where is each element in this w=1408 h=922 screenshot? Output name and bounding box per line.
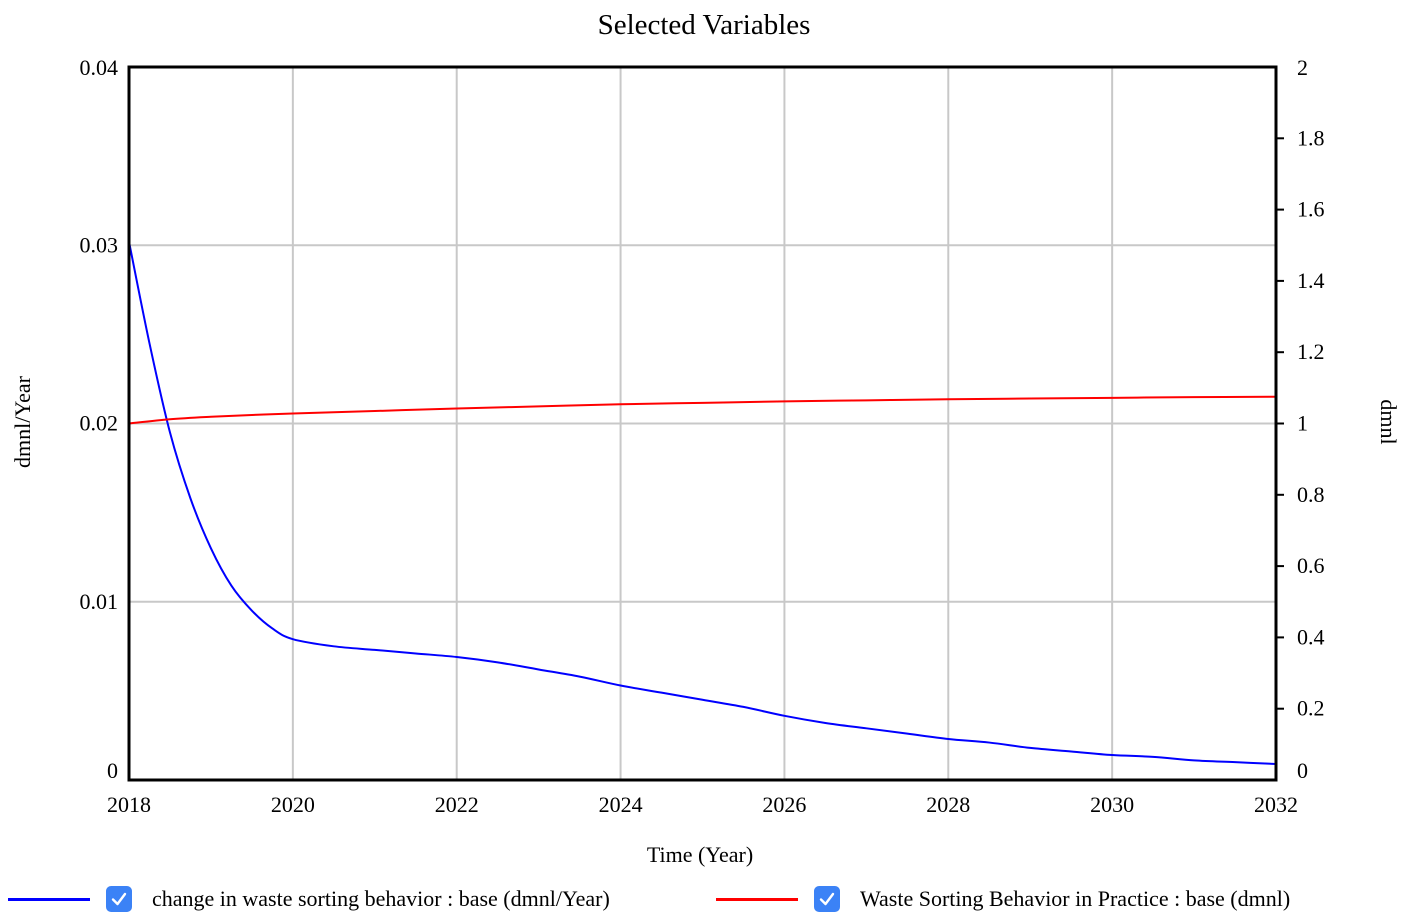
y-right-tick-label: 0 [1297, 758, 1308, 783]
legend-label: change in waste sorting behavior : base … [152, 886, 610, 911]
legend-item-change-in-waste-sorting-behavior: change in waste sorting behavior : base … [8, 880, 610, 918]
legend-swatch-blue [8, 897, 90, 901]
x-tick-label: 2032 [1254, 792, 1298, 817]
y-right-tick-label: 1 [1297, 411, 1308, 436]
y-right-tick-label: 0.6 [1297, 553, 1325, 578]
x-tick-label: 2022 [435, 792, 479, 817]
y-right-tick-label: 1.8 [1297, 125, 1325, 150]
y-left-tick-label: 0.03 [80, 232, 119, 257]
x-tick-label: 2028 [926, 792, 970, 817]
y-left-tick-label: 0.04 [80, 55, 119, 80]
y-right-tick-label: 2 [1297, 55, 1308, 80]
y-axis-right-ticks: 0 0.2 0.4 0.6 0.8 1 1.2 1.4 1.6 1.8 2 [1276, 55, 1325, 783]
x-axis-ticks: 2018 2020 2022 2024 2026 2028 2030 2032 [107, 792, 1298, 817]
series-layer [128, 241, 1277, 765]
grid [129, 67, 1276, 780]
legend-label: Waste Sorting Behavior in Practice : bas… [860, 886, 1291, 911]
y-left-tick-label: 0 [107, 758, 118, 783]
y-left-tick-label: 0.01 [80, 589, 119, 614]
series-line-0 [128, 241, 1277, 765]
y-right-tick-label: 0.4 [1297, 624, 1325, 649]
x-axis-label: Time (Year) [647, 842, 753, 867]
y-right-tick-label: 1.6 [1297, 197, 1325, 222]
series-line-1 [128, 395, 1277, 425]
checkmark-icon [819, 892, 835, 906]
legend-item-waste-sorting-behavior-in-practice: Waste Sorting Behavior in Practice : bas… [716, 880, 1290, 918]
y-right-tick-label: 0.8 [1297, 482, 1325, 507]
chart-title: Selected Variables [598, 9, 811, 41]
y-left-tick-label: 0.02 [80, 411, 119, 436]
x-tick-label: 2030 [1090, 792, 1134, 817]
y-axis-right-label: dmnl [1376, 399, 1401, 444]
y-right-tick-label: 1.4 [1297, 268, 1325, 293]
x-tick-label: 2018 [107, 792, 151, 817]
legend-checkbox[interactable] [106, 886, 132, 912]
y-axis-left-ticks: 0 0.01 0.02 0.03 0.04 [80, 55, 119, 783]
checkmark-icon [111, 892, 127, 906]
y-right-tick-label: 0.2 [1297, 696, 1325, 721]
y-axis-left-label: dmnl/Year [10, 375, 35, 468]
x-tick-label: 2024 [599, 792, 643, 817]
legend-checkbox[interactable] [814, 886, 840, 912]
x-tick-label: 2020 [271, 792, 315, 817]
y-right-tick-label: 1.2 [1297, 339, 1325, 364]
x-tick-label: 2026 [762, 792, 806, 817]
legend-swatch-red [716, 897, 798, 901]
